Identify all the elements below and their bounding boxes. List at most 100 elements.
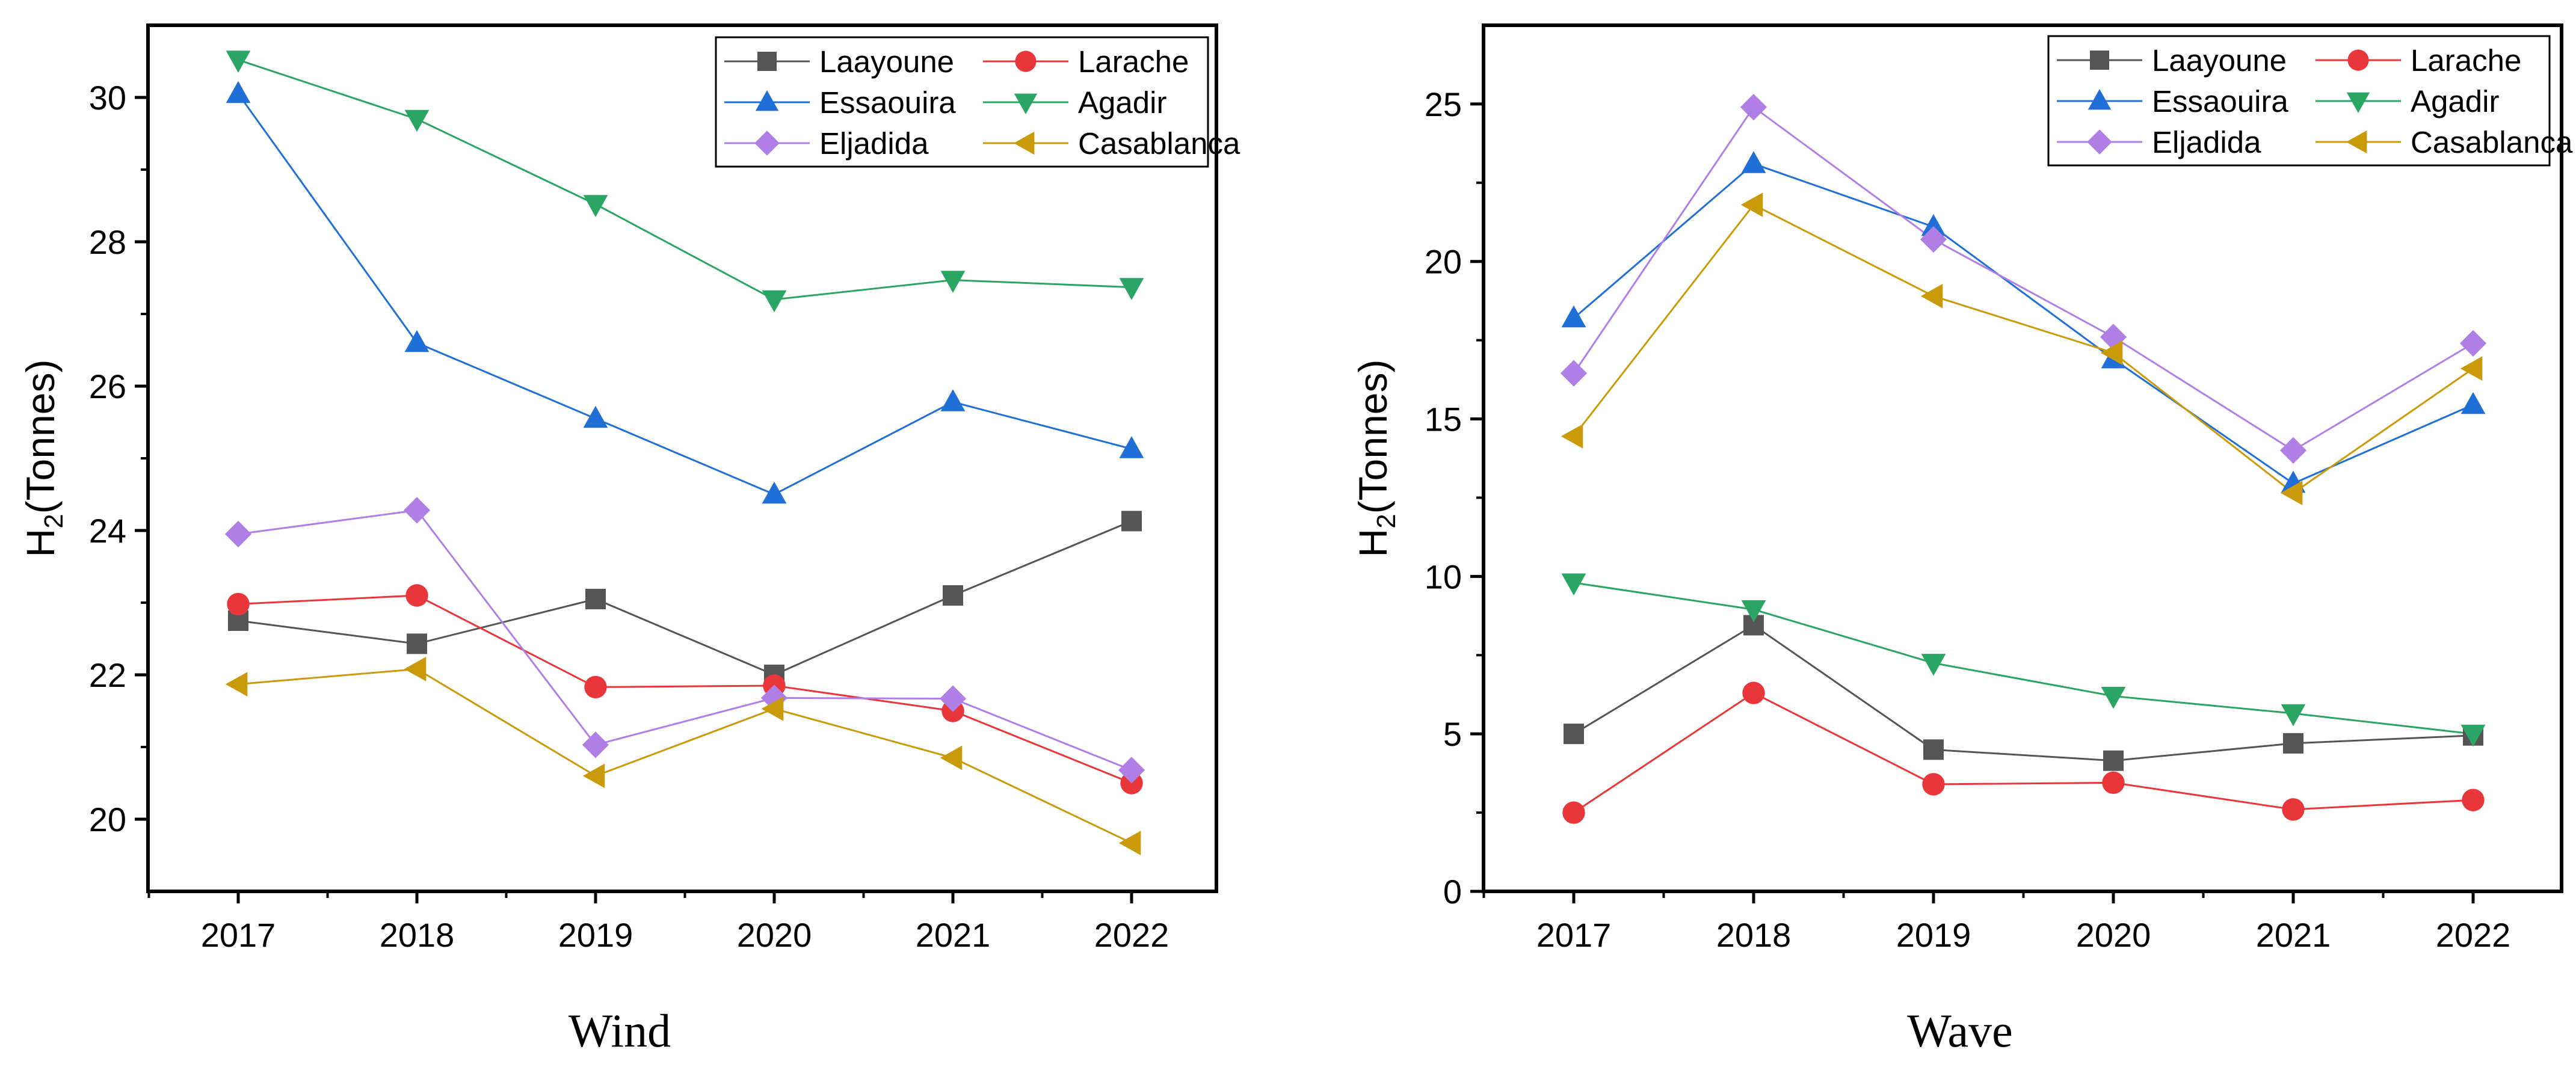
wave-caption: Wave [1907,1004,2013,1057]
wave-series-line-larache [1574,693,2473,813]
wind-point-essaouira [226,81,251,103]
wave-point-larache [1922,773,1944,795]
wind-point-essaouira [762,482,787,504]
wave-x-tick-label: 2022 [2436,916,2511,954]
wave-point-eljadida [1740,94,1767,120]
wind-legend-label-casablanca: Casablanca [1078,126,1240,161]
wave-legend-label-agadir: Agadir [2411,84,2499,118]
wave-data-marks [1561,94,2486,824]
wind-point-casablanca [404,657,427,681]
wind-point-casablanca [1119,831,1141,855]
wave-point-eljadida [2280,437,2306,464]
wind-series-line-larache [238,595,1132,783]
wind-legend: Laayoune Larache Essaouira Agadir Eljadida Ca… [716,37,1240,167]
wave-legend-label-eljadida: Eljadida [2152,125,2261,159]
wind-point-eljadida [225,521,251,547]
wave-point-casablanca [2460,356,2483,381]
wave-y-axis-label: H2(Tonnes) [1351,360,1401,558]
wave-y-tick-label: 5 [1443,715,1462,753]
wave-axes: 2017 2018 2019 2020 2021 20220510152025 [1425,85,2511,954]
wave-point-laayoune [1923,739,1944,760]
wind-point-casablanca [940,746,963,770]
wind-point-eljadida [582,731,609,758]
wind-point-casablanca [226,672,248,696]
wind-y-tick-label: 30 [89,79,126,117]
wave-point-essaouira [1562,306,1586,328]
wave-point-casablanca [1921,284,1943,309]
wave-legend-label-essaouira: Essaouira [2152,84,2288,118]
wave-point-casablanca [1741,192,1763,217]
wind-y-tick-label: 24 [89,512,126,550]
wave-point-eljadida [1561,360,1587,387]
wind-legend-label-eljadida: Eljadida [819,126,929,161]
wave-y-tick-label: 10 [1425,558,1462,595]
wave-series-line-agadir [1574,583,2473,734]
figure: 2017 2018 2019 2020 2021 2022202224262830 H2(… [0,0,2576,1073]
wave-legend-label-larache: Larache [2411,43,2521,78]
wind-x-tick-label: 2019 [558,916,633,954]
wind-point-agadir [226,51,251,73]
wind-point-essaouira [941,389,966,411]
wind-point-agadir [584,195,608,217]
wave-x-tick-label: 2018 [1716,916,1792,954]
wind-legend-label-larache: Larache [1078,45,1189,79]
wave-y-tick-label: 25 [1425,85,1462,123]
wind-y-tick-label: 26 [89,367,126,405]
wind-data-marks [225,51,1145,855]
wind-point-laayoune [1121,511,1142,531]
wind-x-tick-label: 2018 [380,916,455,954]
wave-point-essaouira [1742,151,1766,173]
wave-point-essaouira [2461,392,2486,414]
wind-legend-label-agadir: Agadir [1078,85,1166,120]
wind-legend-label-laayoune: Laayoune [819,45,954,79]
wind-point-larache [584,676,606,698]
wind-y-axis-label: H2(Tonnes) [18,360,69,558]
wind-x-tick-label: 2022 [1094,916,1169,954]
wave-y-tick-label: 0 [1443,873,1462,911]
wind-legend-label-essaouira: Essaouira [819,85,956,120]
wind-caption: Wind [569,1004,671,1057]
wind-y-tick-label: 20 [89,801,126,838]
wave-point-laayoune [2103,751,2124,771]
wind-legend-marker-laayoune [757,52,777,71]
wind-point-eljadida [404,497,430,523]
wave-point-casablanca [1561,424,1583,449]
wind-point-larache [227,593,249,615]
wave-legend-label-laayoune: Laayoune [2152,43,2287,78]
wave-chart-panel: 2017 2018 2019 2020 2021 20220510152025 H2(To… [1351,25,2573,1057]
wave-point-larache [2102,772,2124,794]
wave-y-tick-label: 20 [1425,243,1462,281]
wind-legend-marker-larache [1015,51,1036,72]
wind-point-essaouira [584,406,608,428]
wave-legend-marker-larache [2347,49,2368,70]
wave-point-larache [1742,681,1764,704]
wave-point-laayoune [1564,724,1584,744]
wind-x-tick-label: 2020 [737,916,812,954]
wind-series-line-casablanca [238,669,1132,843]
wind-series-line-eljadida [238,510,1132,770]
wave-legend: Laayoune Larache Essaouira Agadir Eljadida Ca… [2048,36,2573,165]
wave-point-eljadida [1920,226,1947,253]
wave-legend-label-casablanca: Casablanca [2411,125,2573,159]
wave-x-tick-label: 2020 [2076,916,2151,954]
wave-point-laayoune [2283,733,2303,754]
wind-point-laayoune [585,589,606,609]
wave-series-line-casablanca [1574,204,2473,493]
wave-point-larache [2282,798,2304,820]
wind-point-laayoune [943,585,963,606]
wind-point-agadir [405,110,430,132]
wind-point-laayoune [407,633,427,654]
wave-y-tick-label: 15 [1425,401,1462,438]
wave-x-tick-label: 2021 [2256,916,2331,954]
wave-point-larache [2462,789,2484,811]
wind-point-agadir [1120,278,1144,300]
wind-y-tick-label: 22 [89,656,126,694]
wind-point-essaouira [405,330,430,352]
wave-x-tick-label: 2017 [1536,916,1612,954]
wind-point-agadir [762,291,787,313]
wave-series-line-laayoune [1574,626,2473,761]
wind-y-tick-label: 28 [89,223,126,261]
wind-point-larache [405,584,428,606]
